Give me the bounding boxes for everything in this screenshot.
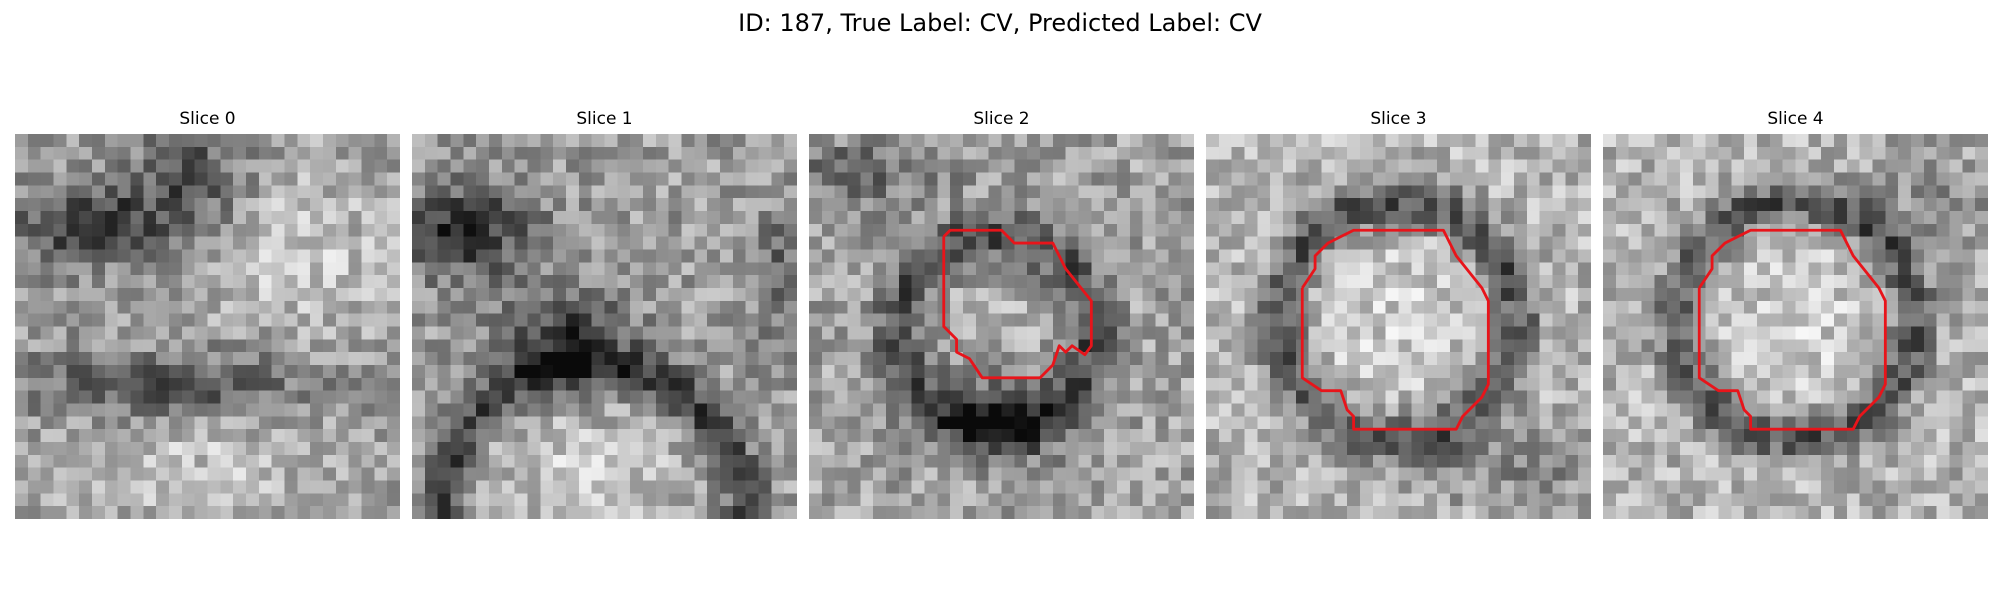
slice-title-4: Slice 4 — [1767, 109, 1824, 129]
segmentation-contour — [1300, 228, 1490, 431]
slice-image-4 — [1603, 134, 1988, 519]
slice-image-3 — [1206, 134, 1591, 519]
slice-title-3: Slice 3 — [1370, 109, 1427, 129]
slice-image-1 — [412, 134, 797, 519]
slice-image-0 — [15, 134, 400, 519]
slice-title-1: Slice 1 — [576, 109, 633, 129]
slice-image-2 — [809, 134, 1194, 519]
figure-title: ID: 187, True Label: CV, Predicted Label… — [738, 9, 1262, 37]
segmentation-contour — [1697, 228, 1887, 431]
slice-title-2: Slice 2 — [973, 109, 1030, 129]
slice-title-0: Slice 0 — [179, 109, 236, 129]
segmentation-contour — [942, 228, 1093, 380]
